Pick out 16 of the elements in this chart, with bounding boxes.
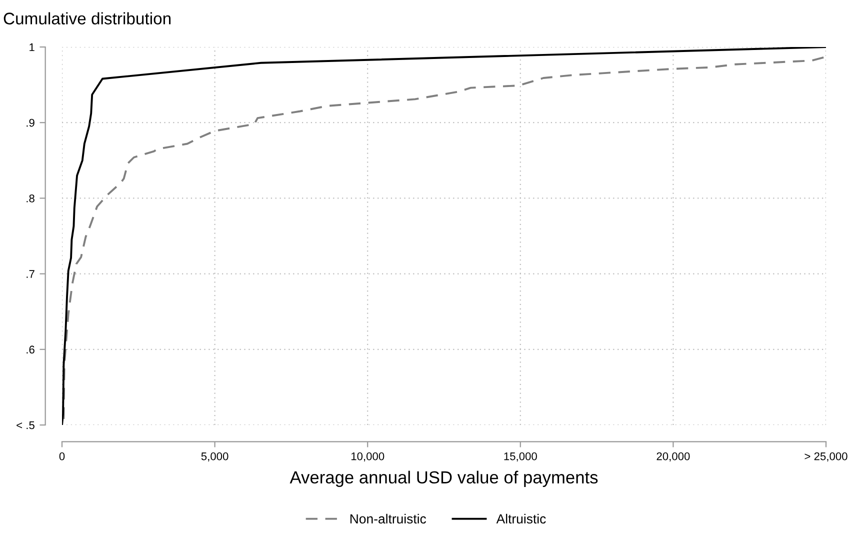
y-tick-label: .8 [26,194,34,202]
x-tick-label: 5,000 [201,452,228,462]
x-tick-label: > 25,000 [804,452,848,462]
y-tick-label: < .5 [16,421,34,430]
x-tick-label: 20,000 [656,452,690,462]
x-tick-label: 15,000 [504,452,537,462]
chart-title: Cumulative distribution [4,12,171,24]
y-tick-label: 1 [30,43,34,52]
y-tick-label: .9 [26,118,34,127]
y-tick-label: .6 [26,346,34,354]
x-tick-label: 0 [59,452,65,460]
x-tick-label: 10,000 [351,452,384,462]
x-axis-title: Average annual USD value of payments [290,470,598,487]
legend-label: Non-altruistic [350,514,426,524]
y-tick-label: .7 [26,270,34,278]
legend-label: Altruistic [496,514,546,524]
